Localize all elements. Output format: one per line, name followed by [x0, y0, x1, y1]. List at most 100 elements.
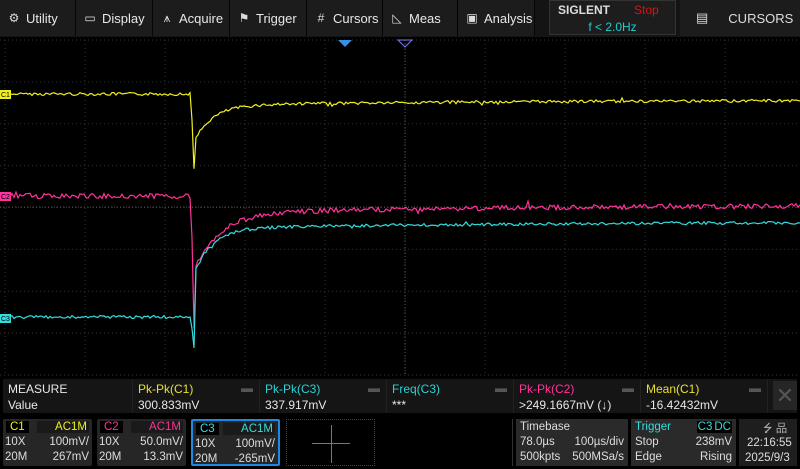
menu-label: Trigger [256, 11, 297, 26]
channel-name: C1 [6, 421, 29, 433]
remove-measure-icon[interactable]: ▬ [241, 381, 253, 395]
vertical-scale: 100mV/ [235, 438, 275, 450]
bandwidth-limit: 20M [5, 451, 27, 463]
trigger-source: C3 [697, 421, 714, 433]
memory-depth: 500kpts [520, 451, 560, 463]
measure-value: 337.917mV [265, 398, 326, 412]
measure-name: Mean(C1) [646, 382, 699, 396]
measure-row-label: Value [8, 398, 38, 412]
timebase-delay: 78.0µs [520, 436, 555, 448]
trigger-position-marker[interactable] [338, 40, 352, 47]
channel-coupling: AC1M [131, 421, 183, 433]
menu-trigger[interactable]: ⚑ Trigger [230, 0, 307, 36]
timebase-title: Timebase [520, 421, 570, 433]
clock-date: 2025/9/3 [745, 452, 790, 464]
probe-attenuation: 10X [195, 438, 215, 450]
remove-measure-icon[interactable]: ▬ [368, 381, 380, 395]
vertical-offset: 267mV [53, 451, 89, 463]
c3-waveform [0, 222, 800, 348]
trigger-slope: Rising [700, 451, 732, 463]
add-channel-button[interactable] [286, 419, 375, 466]
marker-label: C2 [1, 194, 10, 201]
flag-icon: ⚑ [238, 11, 250, 25]
trigger-panel[interactable]: TriggerC3DC Stop238mV EdgeRising [631, 419, 736, 466]
analysis-icon: ▣ [466, 11, 478, 25]
channel-c1-marker[interactable]: C1 [0, 90, 11, 99]
trigger-title: Trigger [635, 421, 671, 433]
menu-meas[interactable]: ◺ Meas [383, 0, 458, 36]
probe-attenuation: 10X [99, 436, 119, 448]
remove-measure-icon[interactable]: ▬ [495, 381, 507, 395]
menu-analysis[interactable]: ▣ Analysis [458, 0, 535, 36]
measure-item[interactable]: Pk-Pk(C1)▬300.833mV [133, 379, 260, 413]
vertical-scale: 50.0mV/ [140, 436, 183, 448]
menu-label: Utility [26, 11, 58, 26]
channel-c3-panel[interactable]: C3AC1M 10X100mV/ 20M-265mV [191, 419, 280, 466]
measure-value: >249.1667mV (↓) [519, 398, 611, 412]
measure-panel: MEASURE Value Pk-Pk(C1)▬300.833mVPk-Pk(C… [3, 379, 797, 413]
status-panel: ⭍ 品 22:16:55 2025/9/3 [739, 419, 797, 466]
measure-value: 300.833mV [138, 398, 199, 412]
menu-label: Acquire [179, 11, 223, 26]
channel-coupling: AC1M [37, 421, 89, 433]
waveform-display[interactable]: C1 C2 C3 [0, 38, 800, 376]
channel-name: C3 [196, 423, 219, 435]
list-icon: ▤ [696, 10, 708, 26]
run-stop-status[interactable]: Stop [634, 3, 659, 17]
measure-value: *** [392, 398, 406, 412]
measure-name: Pk-Pk(C2) [519, 382, 574, 396]
channel-coupling: AC1M [223, 423, 275, 435]
menu-acquire[interactable]: ⩚ Acquire [153, 0, 230, 36]
timebase-scale: 100µs/div [575, 436, 624, 448]
menu-label: Meas [409, 11, 441, 26]
cursors-label: CURSORS [728, 11, 793, 26]
acquisition-status: SIGLENT Stop f < 2.0Hz [549, 0, 676, 35]
trigger-level: 238mV [696, 436, 732, 448]
siglent-logo: SIGLENT [558, 3, 610, 17]
sample-rate: 500MSa/s [572, 451, 624, 463]
marker-label: C3 [1, 316, 10, 323]
channel-c3-marker[interactable]: C3 [0, 314, 11, 323]
menu-label: Analysis [484, 11, 532, 26]
menu-label: Display [102, 11, 145, 26]
gear-icon: ⚙ [8, 11, 20, 25]
measure-item[interactable]: Mean(C1) ▬ -16.42432mV [641, 379, 768, 413]
c2-waveform [0, 192, 800, 328]
measure-value: -16.42432mV [646, 398, 718, 412]
remove-measure-icon[interactable]: ▬ [749, 381, 761, 395]
close-measure-button[interactable]: ✕ [773, 381, 797, 410]
usb-icon: ⭍ [763, 423, 773, 435]
channel-c1-panel[interactable]: C1AC1M 10X100mV/ 20M267mV [3, 419, 92, 466]
menu-cursors[interactable]: # Cursors [307, 0, 383, 36]
trigger-coupling: DC [713, 421, 732, 433]
c1-waveform [0, 93, 800, 169]
marker-label: C1 [1, 92, 10, 99]
monitor-icon: ▭ [84, 11, 96, 25]
bandwidth-limit: 20M [99, 451, 121, 463]
acquire-icon: ⩚ [161, 11, 173, 26]
clock-time: 22:16:55 [747, 437, 792, 449]
cursors-icon: # [315, 11, 327, 25]
network-icon: 品 [776, 423, 788, 435]
measure-header-col: MEASURE Value [3, 379, 133, 413]
cursors-menu-button[interactable]: ▤ CURSORS [680, 0, 800, 36]
trigger-frequency: f < 2.0Hz [550, 20, 675, 34]
measure-name: Freq(C3) [392, 382, 440, 396]
menu-label: Cursors [333, 11, 379, 26]
vertical-offset: 13.3mV [143, 451, 183, 463]
menu-display[interactable]: ▭ Display [76, 0, 153, 36]
vertical-offset: -265mV [235, 453, 275, 465]
ruler-triangle-icon: ◺ [391, 11, 403, 25]
probe-attenuation: 10X [5, 436, 25, 448]
trigger-state: Stop [635, 436, 659, 448]
remove-measure-icon[interactable]: ▬ [622, 381, 634, 395]
timebase-panel[interactable]: Timebase 78.0µs 100µs/div 500kpts 500MSa/s [516, 419, 628, 466]
measure-name: Pk-Pk(C3) [265, 382, 320, 396]
channel-c2-marker[interactable]: C2 [0, 192, 11, 201]
channel-c2-panel[interactable]: C2AC1M 10X50.0mV/ 20M13.3mV [97, 419, 186, 466]
measure-item[interactable]: Pk-Pk(C2) ▬ >249.1667mV (↓) [514, 379, 641, 413]
measure-item[interactable]: Pk-Pk(C3) ▬ 337.917mV [260, 379, 387, 413]
measure-title: MEASURE [8, 382, 67, 396]
measure-item[interactable]: Freq(C3) ▬ *** [387, 379, 514, 413]
menu-utility[interactable]: ⚙ Utility [0, 0, 76, 36]
